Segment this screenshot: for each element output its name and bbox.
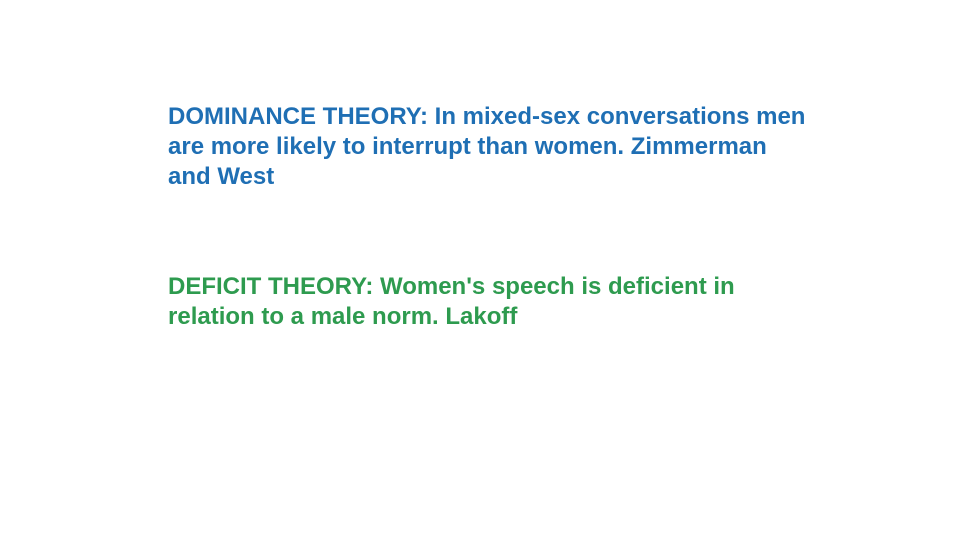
dominance-theory-text: DOMINANCE THEORY: In mixed-sex conversat… [168, 102, 808, 192]
slide: DOMINANCE THEORY: In mixed-sex conversat… [0, 0, 960, 540]
deficit-theory-text: DEFICIT THEORY: Women's speech is defici… [168, 272, 808, 332]
